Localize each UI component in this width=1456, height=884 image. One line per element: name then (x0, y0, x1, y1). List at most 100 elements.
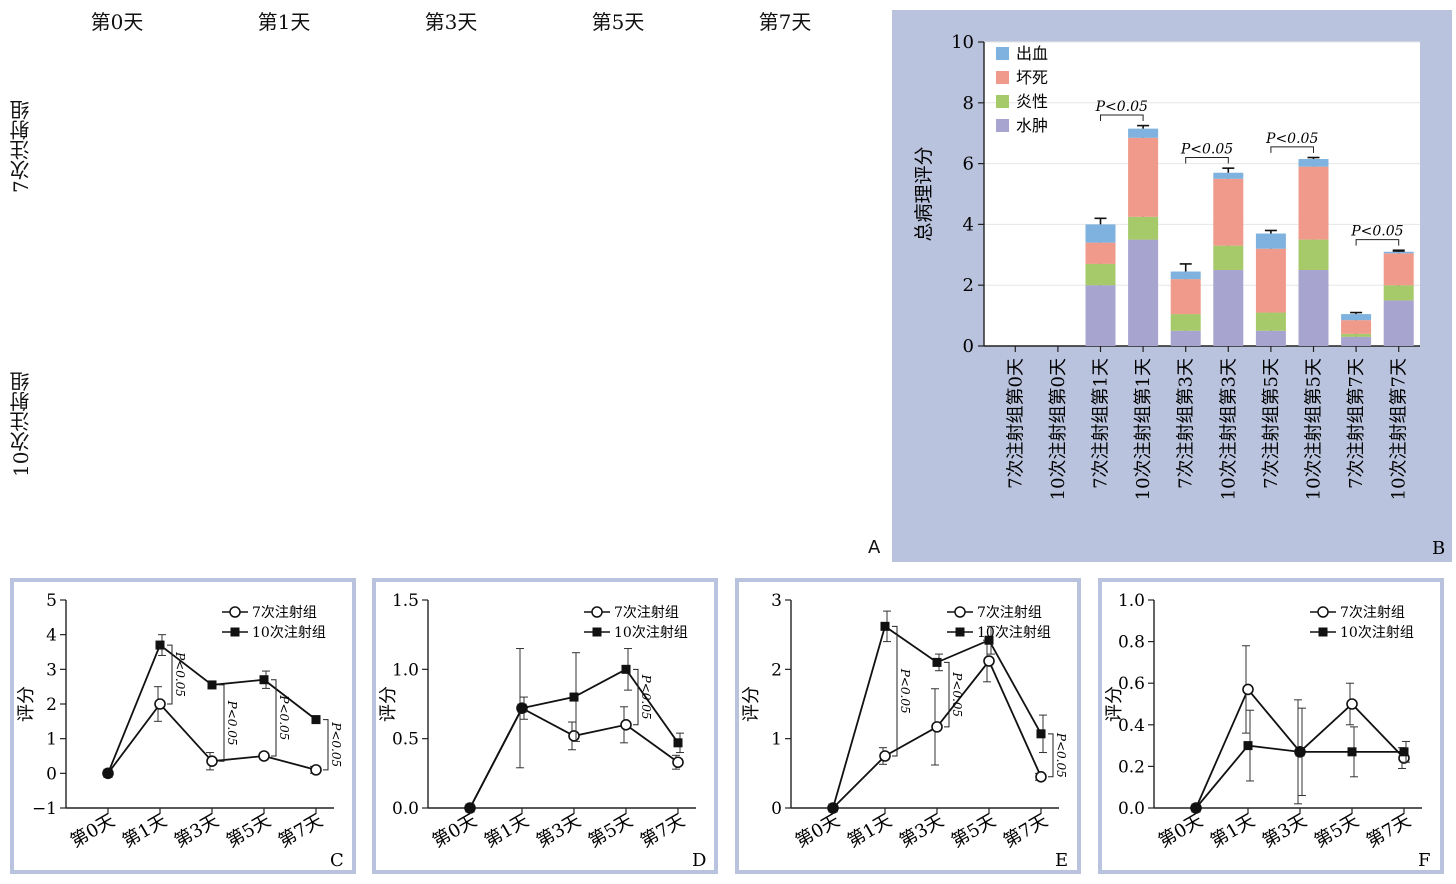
bar-segment (1341, 314, 1372, 321)
row-title: 7次注射组 (9, 100, 33, 194)
bar-segment (1298, 270, 1329, 346)
data-point (880, 621, 890, 631)
significance-label: P<0.05 (277, 694, 291, 740)
data-point (1399, 747, 1409, 757)
y-tick-label: 1.5 (392, 591, 419, 611)
data-point (465, 803, 475, 813)
data-point (568, 730, 580, 742)
panel-letter-a: A (868, 537, 881, 558)
bar-segment (1383, 251, 1414, 254)
y-tick-label: 0 (771, 799, 782, 819)
plot-area (376, 582, 714, 870)
x-tick-label: 10次注射组第1天 (1133, 358, 1154, 500)
legend-swatch (996, 119, 1009, 132)
legend-marker (591, 606, 603, 618)
bar-segment (1085, 285, 1116, 346)
data-point (932, 657, 942, 667)
x-tick-label: 7次注射组第7天 (1346, 358, 1367, 489)
significance-label: P<0.05 (898, 668, 912, 714)
y-tick-label: 3 (771, 591, 782, 611)
y-tick-label: 0.8 (1118, 633, 1145, 653)
legend-label: 10次注射组 (614, 625, 688, 641)
bar-segment (1255, 248, 1286, 313)
data-point (621, 664, 631, 674)
panel-letter: D (692, 850, 706, 871)
y-tick-label: 2 (771, 660, 782, 680)
y-axis-label: 评分 (378, 686, 399, 722)
significance-bracket (1100, 114, 1144, 121)
stacked-bar-chart: 0 2 4 6 8 10 总病理评分 7次注射组第0天 10次注射组第0天 7次注射组第1天 10次… (913, 32, 1445, 559)
bar-segment (1341, 336, 1372, 346)
bar-segment (1298, 159, 1329, 167)
bar-segment (1383, 285, 1414, 301)
bar-segment (1128, 137, 1159, 217)
significance-label: P<0.05 (225, 700, 239, 746)
data-point (206, 755, 218, 767)
significance-label: P<0.05 (639, 674, 653, 720)
panel-letter: C (330, 850, 344, 871)
y-tick-label: 3 (46, 660, 57, 680)
legend-label: 10次注射组 (252, 625, 326, 641)
plot-area (984, 42, 1420, 346)
bar-segment (1341, 320, 1372, 334)
data-point (569, 692, 579, 702)
data-point (103, 768, 113, 778)
significance-bracket (1270, 146, 1314, 153)
data-point (259, 675, 269, 685)
significance-label: P<0.05 (1265, 131, 1318, 147)
significance-bracket (167, 644, 173, 705)
y-tick-label: 0 (963, 336, 974, 357)
y-tick-label: 0.5 (392, 730, 419, 750)
bar-segment (1213, 245, 1244, 270)
legend-label: 7次注射组 (977, 605, 1042, 621)
data-point (1295, 747, 1305, 757)
bar-segment (1298, 166, 1329, 240)
y-axis-label: 总病理评分 (913, 146, 935, 241)
legend-marker (592, 627, 602, 637)
panel-letter: F (1418, 850, 1431, 871)
significance-bracket (1048, 733, 1054, 778)
data-point (311, 715, 321, 725)
data-point (1036, 729, 1046, 739)
panel-letter: E (1055, 850, 1068, 871)
bar-segment (1255, 233, 1286, 249)
column-title: 第3天 (424, 10, 478, 34)
significance-label: P<0.05 (173, 651, 187, 697)
significance-bracket (1355, 239, 1400, 246)
x-tick-label: 10次注射组第5天 (1304, 358, 1325, 500)
data-point (673, 738, 683, 748)
data-point (517, 703, 527, 713)
significance-bracket (271, 679, 277, 757)
significance-label: P<0.05 (1180, 142, 1233, 158)
bar-segment (1255, 312, 1286, 331)
legend-label: 10次注射组 (977, 625, 1051, 641)
bar-segment (1383, 253, 1414, 286)
x-tick-label: 10次注射组第3天 (1218, 358, 1239, 500)
bar-segment (1255, 330, 1286, 346)
data-point (1191, 803, 1201, 813)
plot-area (1102, 582, 1440, 870)
significance-bracket (892, 625, 898, 757)
significance-bracket (323, 719, 329, 771)
legend-label: 坏死 (1016, 68, 1048, 87)
significance-bracket (219, 684, 225, 762)
data-point (1243, 741, 1253, 751)
bar-segment (1213, 172, 1244, 179)
plot-area (739, 582, 1077, 870)
y-tick-label: 4 (46, 626, 57, 646)
data-point (155, 640, 165, 650)
row-title: 10次注射组 (9, 371, 33, 477)
data-point (258, 750, 270, 762)
legend-label: 水肿 (1016, 116, 1048, 135)
significance-bracket (1185, 157, 1229, 164)
bar-segment (1128, 216, 1159, 240)
significance-bracket (944, 661, 950, 728)
significance-label: P<0.05 (329, 721, 343, 767)
bar-segment (1128, 128, 1159, 138)
significance-bracket (633, 668, 639, 726)
bar-segment (1128, 239, 1159, 346)
data-point (620, 719, 632, 731)
bar-segment (1085, 224, 1116, 243)
